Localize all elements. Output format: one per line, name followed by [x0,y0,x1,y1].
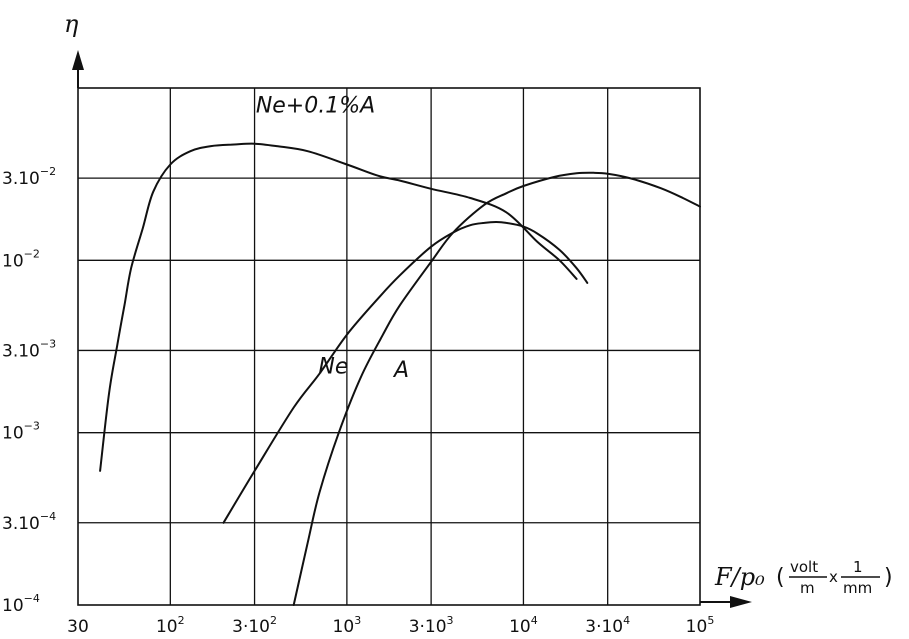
x-axis-arrowhead [730,596,752,608]
y-axis-arrowhead [72,50,84,70]
series-label-a: A [392,358,409,383]
series-group [99,142,701,606]
y-tick-label: 3.10−2 [2,165,56,189]
unit-numerator-volt: volt [790,558,818,576]
unit-paren-close: ) [884,565,893,590]
y-axis-label: η [64,10,79,38]
y-tick-label: 10−3 [2,420,40,444]
x-tick-label: 104 [509,614,538,637]
series-label-ne-0-1-a: Ne+0.1%A [256,94,375,119]
unit-denominator-m: m [800,579,815,597]
x-tick-label: 105 [686,614,715,637]
y-tick-label: 3.10−3 [2,337,56,361]
unit-numerator-1: 1 [853,558,863,576]
unit-times: x [829,568,838,586]
unit-denominator-mm: mm [843,579,872,597]
grid [77,87,701,606]
x-axis-label: F/p₀ [714,563,765,591]
series-label-ne: Ne [318,355,348,380]
y-tick-label: 3.10−4 [2,510,56,534]
x-tick-label: 30 [67,617,89,637]
plot-frame [77,87,701,606]
series-line-ne [222,221,589,524]
x-tick-label: 102 [156,614,185,637]
series-line-a [292,171,701,606]
labels-group: 30 102 3·102 103 3·103 104 3·104 105 10−4 3.10−4 1… [2,94,714,637]
x-tick-label: 3·104 [585,614,630,637]
x-tick-label: 3·103 [409,614,454,637]
unit-paren-open: ( [776,565,785,590]
y-tick-label: 10−4 [2,592,40,616]
x-tick-label: 103 [333,614,362,637]
x-axis-unit: ( volt m x 1 mm ) [776,558,893,597]
series-line-ne-0-1-a [99,142,578,472]
x-tick-label: 3·102 [232,614,277,637]
y-tick-label: 10−2 [2,247,40,271]
